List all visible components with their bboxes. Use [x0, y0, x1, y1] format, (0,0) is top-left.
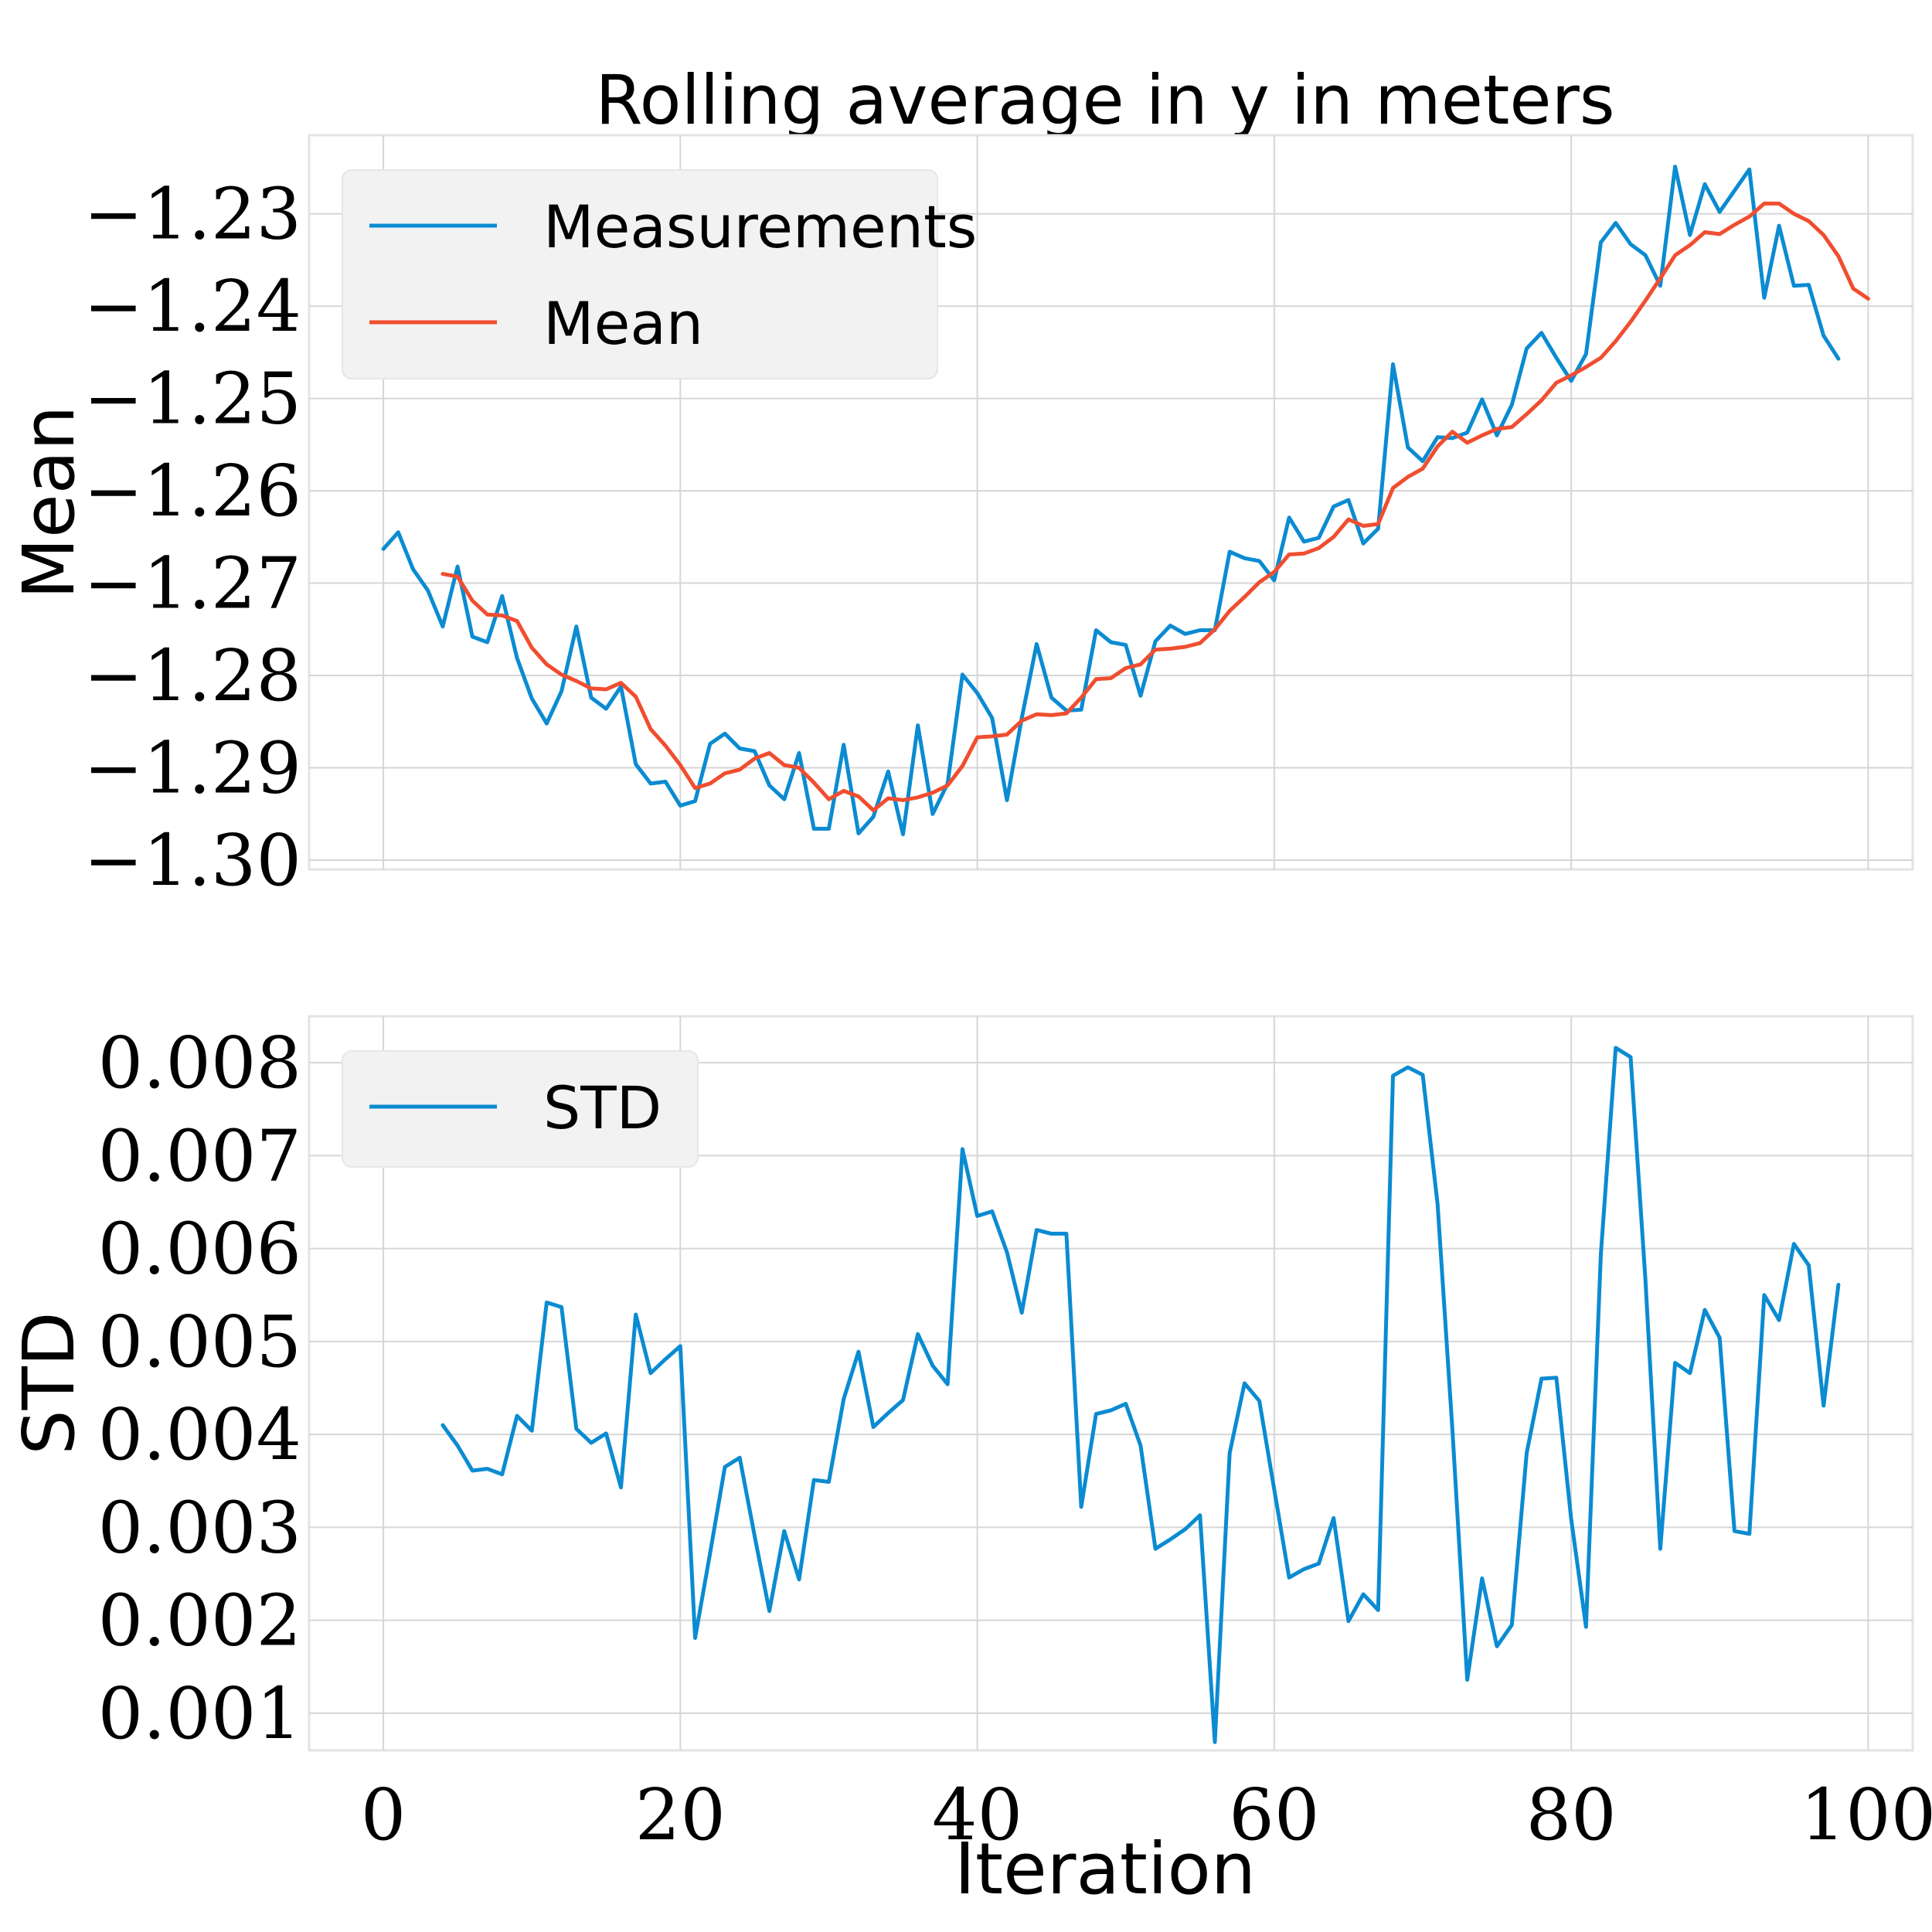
y-tick-label: 0.006 [98, 1208, 301, 1291]
y-tick-label: −1.24 [83, 265, 301, 348]
legend-label-mean: Mean [543, 289, 703, 358]
y-tick-label: −1.23 [83, 173, 301, 256]
legend-label-measurements: Measurements [543, 192, 977, 261]
series-line-std [440, 1046, 1841, 1744]
x-axis-label: Iteration [954, 1828, 1256, 1910]
y-tick-label: −1.25 [83, 358, 301, 440]
series-line-measurements [381, 165, 1841, 837]
y-tick-label: 0.007 [98, 1114, 301, 1197]
series-line-mean [440, 201, 1870, 812]
y-tick-label: 0.004 [98, 1393, 301, 1476]
legend-box [342, 169, 938, 379]
chart-title: Rolling average in y in meters [595, 60, 1614, 140]
y-tick-label: 0.005 [98, 1301, 301, 1383]
std-panel: 0.001 0.002 0.003 0.004 0.005 0.006 0.007 0.008… [8, 1015, 1932, 1856]
y-tick-label: 0.002 [98, 1580, 301, 1662]
legend-box [342, 1050, 699, 1168]
x-tick-label: 60 [1229, 1774, 1319, 1856]
y-axis-label: Mean [8, 406, 90, 600]
y-tick-label: −1.29 [83, 727, 301, 810]
y-tick-label: −1.27 [83, 543, 301, 625]
y-tick-label: −1.28 [83, 634, 301, 717]
legend: STD [342, 1050, 699, 1168]
legend-label-std: STD [543, 1073, 662, 1142]
x-tick-label: 20 [635, 1774, 726, 1856]
x-tick-label: 0 [361, 1774, 406, 1856]
y-tick-label: 0.001 [98, 1672, 301, 1755]
mean-panel: −1.30 −1.29 −1.28 −1.27 −1.26 −1.25 −1.24 −1.23… [8, 134, 1914, 902]
y-axis-label: STD [8, 1311, 90, 1454]
y-tick-label: −1.26 [83, 450, 301, 532]
x-tick-label: 100 [1801, 1774, 1932, 1856]
legend: Measurements Mean [342, 169, 977, 379]
y-tick-label: 0.003 [98, 1486, 301, 1569]
x-tick-label: 40 [932, 1774, 1022, 1856]
y-tick-label: −1.30 [83, 819, 301, 902]
x-tick-label: 80 [1526, 1774, 1617, 1856]
y-tick-label: 0.008 [98, 1022, 301, 1104]
